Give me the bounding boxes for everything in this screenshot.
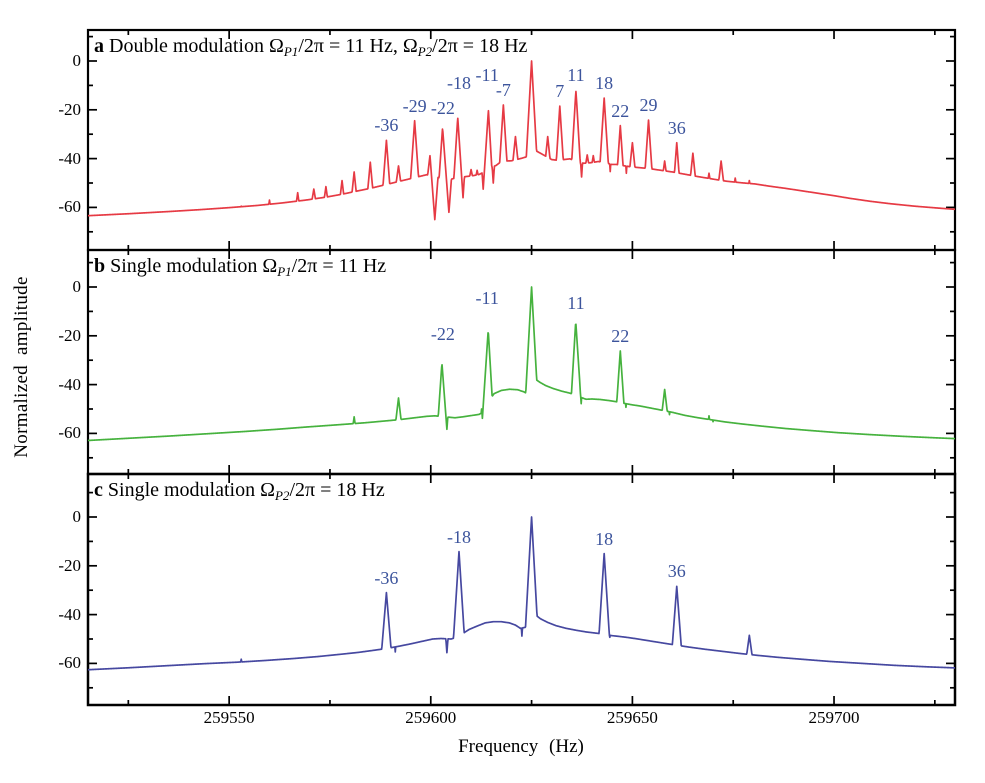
title-text: /2π = 11 Hz, xyxy=(298,35,403,57)
peak-label: 11 xyxy=(567,292,585,313)
y-tick-label: -40 xyxy=(58,148,81,168)
title-subscript: P2 xyxy=(274,488,290,503)
panel-b-border xyxy=(86,248,957,476)
peak-label: -22 xyxy=(430,324,455,345)
panel-a-border xyxy=(86,28,957,252)
peak-label: -18 xyxy=(446,72,471,93)
panel-b-curve xyxy=(87,286,956,442)
peak-label: -22 xyxy=(430,98,455,119)
y-tick-label: -60 xyxy=(58,423,81,443)
peak-label: 29 xyxy=(639,95,658,116)
panel-label: c xyxy=(94,479,103,501)
title-text: Ω xyxy=(402,35,418,57)
peak-label: 18 xyxy=(595,73,614,94)
y-tick-label: 0 xyxy=(72,51,82,70)
peak-label: -18 xyxy=(446,526,471,547)
title-text: Single modulation xyxy=(102,479,261,501)
y-tick-label: -20 xyxy=(58,99,81,119)
panel-title-b: b Single modulation ΩP1/2π = 11 Hz xyxy=(94,255,387,279)
title-text: Ω xyxy=(260,479,275,501)
peak-label: -36 xyxy=(374,115,399,136)
y-tick-label: -40 xyxy=(58,604,81,624)
panel-title-c: c Single modulation ΩP2/2π = 18 Hz xyxy=(94,479,385,503)
peak-label: 18 xyxy=(595,528,614,549)
title-text: Ω xyxy=(262,255,278,277)
title-text: /2π = 11 Hz xyxy=(291,255,387,277)
y-tick-label: -40 xyxy=(58,374,81,394)
x-tick-label: 259650 xyxy=(606,708,658,727)
y-tick-label: 0 xyxy=(72,507,82,526)
peak-label: -11 xyxy=(475,65,499,86)
panel-title-a: a Double modulation ΩP1/2π = 11 Hz, ΩP2/… xyxy=(94,35,528,59)
peak-label: 36 xyxy=(667,117,686,138)
x-tick-label: 259550 xyxy=(203,708,255,727)
peak-label: -36 xyxy=(374,567,399,588)
x-axis-title: Frequency (Hz) xyxy=(458,736,584,757)
panel-label: a xyxy=(94,35,104,57)
y-tick-label: -60 xyxy=(58,653,81,673)
title-subscript: P1 xyxy=(277,264,292,279)
peak-label: 7 xyxy=(555,81,565,102)
y-tick-label: -20 xyxy=(58,555,81,575)
panel-label: b xyxy=(94,255,106,277)
panel-a-curve xyxy=(87,60,956,221)
title-text: Ω xyxy=(268,35,284,57)
peak-label: -11 xyxy=(475,288,499,309)
x-tick-label: 259700 xyxy=(808,708,860,727)
peak-label: 22 xyxy=(611,325,630,346)
peak-label: 22 xyxy=(611,100,630,121)
x-tick-label: 259600 xyxy=(405,708,457,727)
title-subscript: P2 xyxy=(417,44,433,59)
y-tick-label: -60 xyxy=(58,197,81,217)
title-text: /2π = 18 Hz xyxy=(289,479,385,501)
peak-label: 36 xyxy=(667,561,686,582)
title-text: /2π = 18 Hz xyxy=(432,35,528,57)
y-tick-label: 0 xyxy=(72,277,82,296)
title-subscript: P1 xyxy=(283,44,299,59)
panel-c-curve xyxy=(87,516,956,671)
peak-label: 11 xyxy=(567,64,585,85)
title-text: Double modulation xyxy=(104,35,269,57)
y-tick-label: -20 xyxy=(58,325,81,345)
title-text: Single modulation xyxy=(105,255,263,277)
peak-label: -29 xyxy=(402,95,427,116)
panel-c-border xyxy=(86,472,957,707)
peak-label: -7 xyxy=(495,79,511,100)
